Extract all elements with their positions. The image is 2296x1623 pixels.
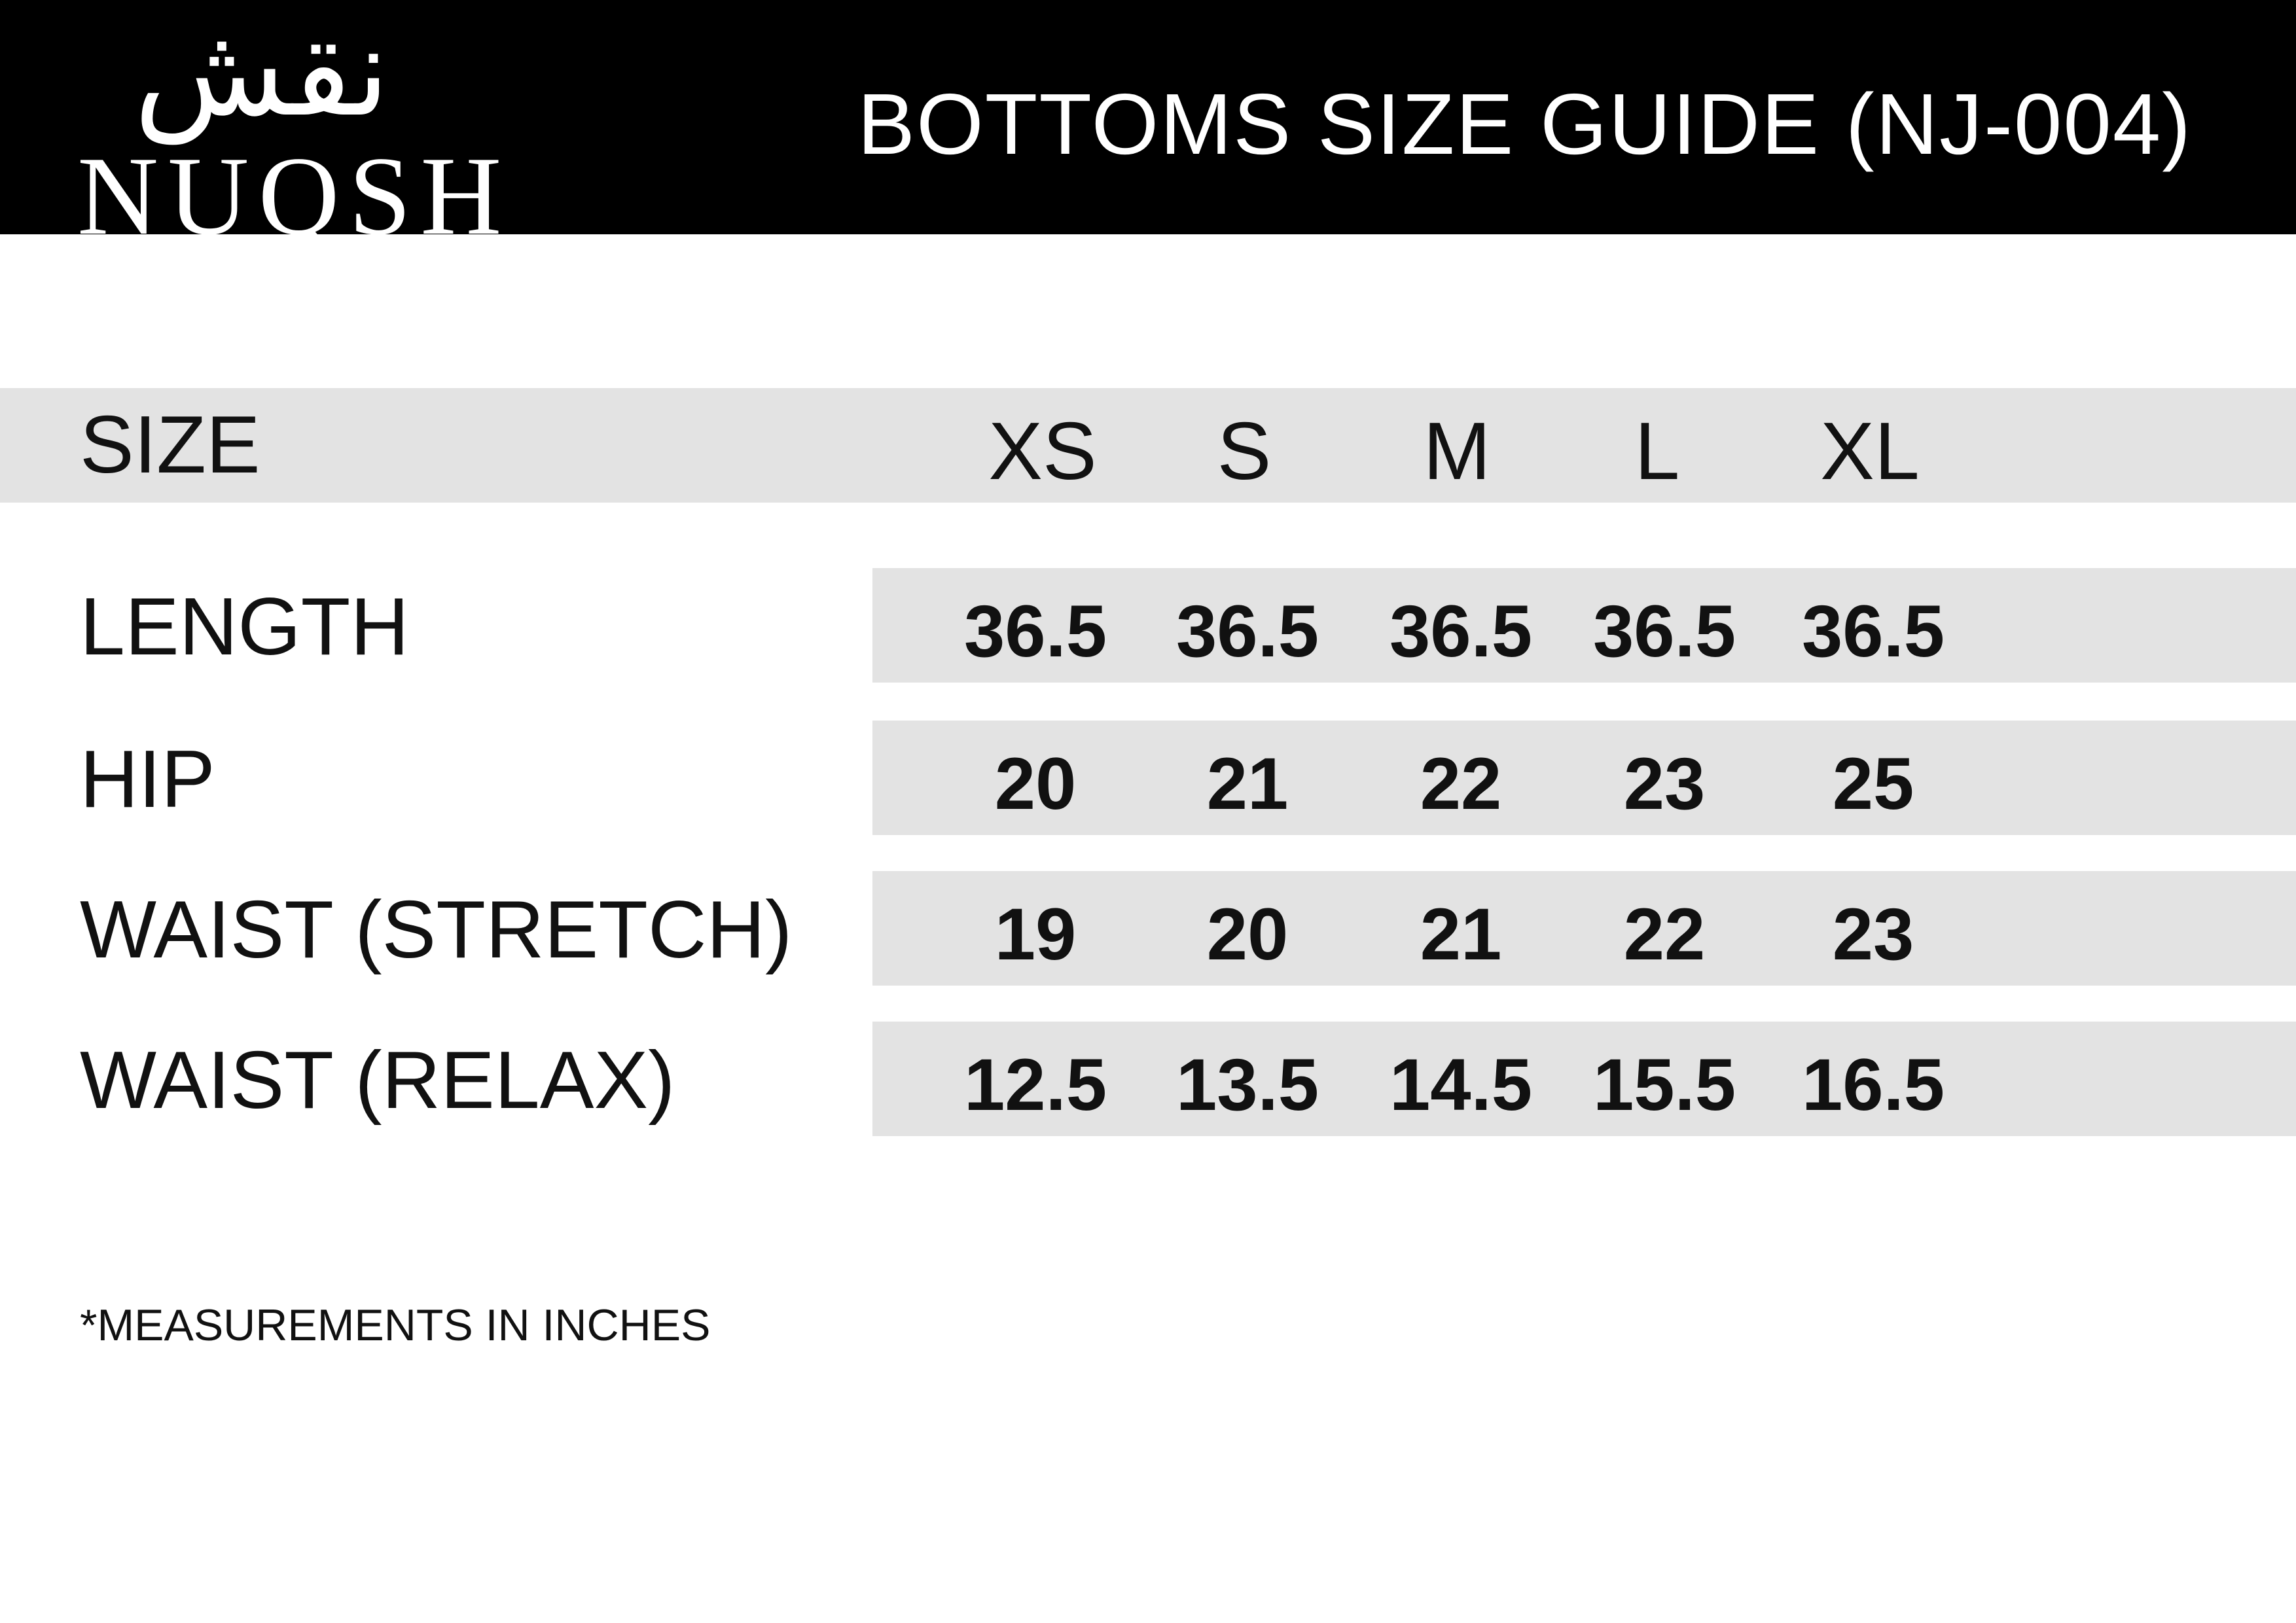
table-cell: 13.5 <box>1176 1044 1319 1126</box>
size-s: S <box>1217 406 1272 497</box>
table-cell: 19 <box>994 893 1077 975</box>
footnote: *MEASUREMENTS IN INCHES <box>80 1300 711 1350</box>
table-cell: 36.5 <box>1593 590 1736 672</box>
row-label: HIP <box>80 734 215 825</box>
table-cell: 12.5 <box>964 1044 1107 1126</box>
table-cell: 23 <box>1623 743 1706 825</box>
table-cell: 15.5 <box>1593 1044 1736 1126</box>
size-m: M <box>1423 406 1491 497</box>
table-cell: 21 <box>1206 743 1289 825</box>
size-header-band <box>0 388 2296 503</box>
table-cell: 14.5 <box>1390 1044 1532 1126</box>
size-l: L <box>1634 406 1680 497</box>
brand-logo-arabic: نقش <box>134 0 390 144</box>
table-cell: 36.5 <box>1390 590 1532 672</box>
table-cell: 25 <box>1832 743 1914 825</box>
row-band <box>872 568 2296 683</box>
row-band <box>872 1022 2296 1136</box>
row-label: LENGTH <box>80 582 409 672</box>
header-bar: نقش NUQSH BOTTOMS SIZE GUIDE (NJ-004) <box>0 0 2296 259</box>
table-cell: 16.5 <box>1802 1044 1945 1126</box>
table-cell: 22 <box>1623 893 1706 975</box>
table-cell: 21 <box>1420 893 1502 975</box>
row-band <box>872 871 2296 986</box>
size-xs: XS <box>988 406 1097 497</box>
page-title: BOTTOMS SIZE GUIDE (NJ-004) <box>857 76 2193 172</box>
row-label: WAIST (STRETCH) <box>80 885 793 975</box>
table-cell: 36.5 <box>1176 590 1319 672</box>
table-cell: 36.5 <box>1802 590 1945 672</box>
row-label: WAIST (RELAX) <box>80 1035 675 1126</box>
table-cell: 20 <box>1206 893 1289 975</box>
brand-logo-name: NUQSH <box>77 134 511 259</box>
table-cell: 36.5 <box>964 590 1107 672</box>
table-cell: 22 <box>1420 743 1502 825</box>
size-xl: XL <box>1820 406 1920 497</box>
table-cell: 20 <box>994 743 1077 825</box>
table-cell: 23 <box>1832 893 1914 975</box>
size-header-label: SIZE <box>80 400 260 490</box>
row-band <box>872 721 2296 835</box>
